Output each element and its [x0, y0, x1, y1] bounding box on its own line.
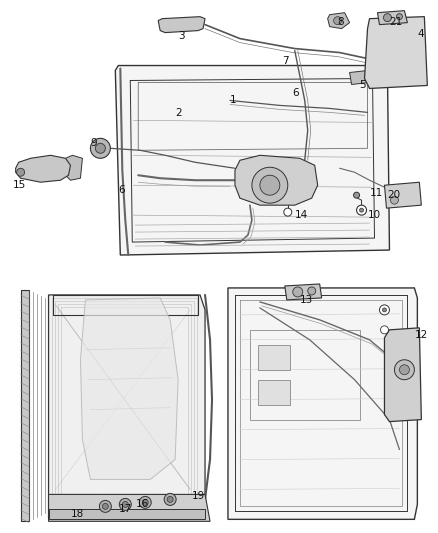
- Text: 2: 2: [175, 108, 182, 118]
- Polygon shape: [378, 11, 407, 25]
- Circle shape: [360, 208, 364, 212]
- Circle shape: [293, 287, 303, 297]
- Circle shape: [382, 41, 406, 64]
- Text: 9: 9: [90, 139, 97, 148]
- Text: 7: 7: [282, 55, 289, 66]
- Circle shape: [389, 46, 400, 59]
- Polygon shape: [16, 155, 71, 182]
- Circle shape: [90, 139, 110, 158]
- Text: 6: 6: [292, 88, 298, 99]
- Text: 18: 18: [71, 510, 84, 519]
- Circle shape: [382, 308, 386, 312]
- Polygon shape: [115, 66, 389, 255]
- Text: 11: 11: [370, 188, 383, 198]
- Circle shape: [260, 175, 280, 195]
- Text: 19: 19: [192, 491, 205, 502]
- Polygon shape: [21, 290, 28, 521]
- Circle shape: [395, 360, 414, 379]
- Text: 1: 1: [230, 95, 237, 106]
- Polygon shape: [235, 155, 318, 205]
- Polygon shape: [158, 17, 205, 33]
- Circle shape: [122, 502, 128, 507]
- Text: 10: 10: [367, 210, 381, 220]
- Circle shape: [284, 208, 292, 216]
- Circle shape: [390, 196, 399, 204]
- Circle shape: [164, 494, 176, 505]
- Text: 16: 16: [136, 499, 149, 510]
- Text: 20: 20: [388, 190, 401, 200]
- Circle shape: [399, 365, 410, 375]
- Polygon shape: [350, 70, 370, 84]
- Circle shape: [142, 499, 148, 505]
- Polygon shape: [258, 379, 290, 405]
- Text: 14: 14: [295, 210, 308, 220]
- Circle shape: [17, 168, 25, 176]
- Polygon shape: [49, 295, 205, 518]
- Polygon shape: [258, 345, 290, 370]
- Text: 15: 15: [13, 180, 26, 190]
- Polygon shape: [228, 288, 417, 519]
- Text: 4: 4: [417, 29, 424, 38]
- Polygon shape: [385, 182, 421, 208]
- Circle shape: [396, 14, 403, 20]
- Circle shape: [99, 500, 111, 512]
- Text: 17: 17: [118, 504, 131, 514]
- Text: 5: 5: [360, 80, 366, 91]
- Circle shape: [95, 143, 106, 154]
- Text: 12: 12: [414, 330, 427, 340]
- Circle shape: [353, 192, 360, 198]
- Circle shape: [167, 496, 173, 503]
- Circle shape: [334, 17, 342, 25]
- Polygon shape: [328, 13, 350, 29]
- Circle shape: [139, 496, 151, 508]
- Circle shape: [379, 305, 389, 315]
- Circle shape: [357, 205, 367, 215]
- Circle shape: [308, 287, 316, 295]
- Polygon shape: [385, 328, 421, 422]
- Text: 21: 21: [389, 17, 403, 27]
- Polygon shape: [285, 284, 321, 300]
- Circle shape: [252, 167, 288, 203]
- Polygon shape: [49, 510, 205, 519]
- Polygon shape: [49, 495, 210, 521]
- Polygon shape: [364, 17, 427, 88]
- Polygon shape: [66, 155, 82, 180]
- Polygon shape: [11, 11, 427, 262]
- Text: 6: 6: [118, 185, 125, 195]
- Text: 8: 8: [338, 17, 344, 27]
- Circle shape: [381, 326, 389, 334]
- Circle shape: [119, 498, 131, 511]
- Text: 3: 3: [178, 30, 185, 41]
- Text: 13: 13: [300, 295, 313, 305]
- Circle shape: [384, 14, 392, 22]
- Polygon shape: [81, 298, 178, 480]
- Circle shape: [102, 503, 108, 510]
